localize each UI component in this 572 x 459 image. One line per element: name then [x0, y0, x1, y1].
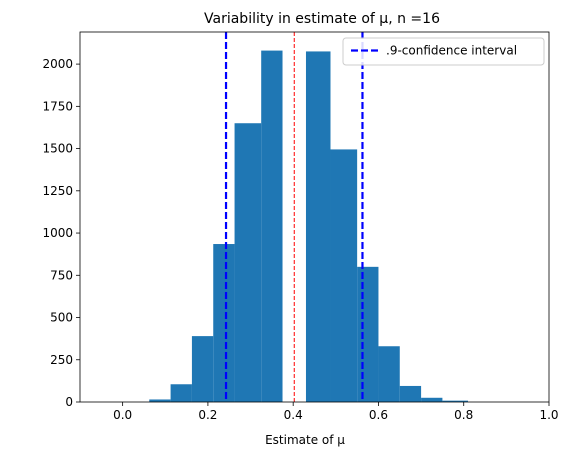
histogram-bar: [378, 346, 400, 402]
histogram-bar: [421, 397, 443, 402]
y-tick-label: 2000: [42, 57, 73, 71]
y-tick-label: 1250: [42, 184, 73, 198]
x-axis-ticks: 0.0 0.2 0.4 0.6 0.8 1.0: [113, 402, 559, 422]
y-tick-label: 500: [50, 311, 73, 325]
histogram-bar: [170, 384, 192, 402]
x-tick-label: 0.2: [198, 408, 217, 422]
y-tick-label: 250: [50, 353, 73, 367]
histogram-bar: [191, 336, 214, 402]
y-tick-label: 1500: [42, 142, 73, 156]
x-tick-label: 1.0: [539, 408, 558, 422]
x-tick-label: 0.0: [113, 408, 132, 422]
plot-frame: [79, 31, 550, 403]
legend: .9-confidence interval: [342, 37, 545, 66]
histogram-bar: [261, 50, 283, 402]
y-tick-label: 0: [65, 395, 73, 409]
legend-box: [342, 37, 545, 66]
x-axis-label: Estimate of μ: [265, 433, 345, 447]
histogram-bar: [357, 266, 379, 402]
x-tick-label: 0.8: [454, 408, 473, 422]
legend-label-ci: .9-confidence interval: [386, 44, 517, 58]
reference-lines: [224, 32, 364, 402]
histogram-bar: [149, 399, 171, 402]
y-axis-ticks: 0 250 500 750 1000 1250 1500 1750 2000: [42, 57, 80, 409]
histogram-bar: [234, 123, 262, 402]
histogram-bar: [399, 385, 422, 402]
histogram-bars: [149, 50, 468, 403]
histogram-bar: [305, 51, 331, 403]
y-tick-label: 1000: [42, 226, 73, 240]
chart-title: Variability in estimate of μ, n =16: [204, 11, 440, 27]
histogram-bar: [442, 400, 468, 402]
x-tick-label: 0.6: [369, 408, 388, 422]
histogram-bar: [213, 244, 235, 402]
histogram-bar: [330, 149, 358, 402]
x-tick-label: 0.4: [284, 408, 303, 422]
y-tick-label: 1750: [42, 99, 73, 113]
y-tick-label: 750: [50, 268, 73, 282]
